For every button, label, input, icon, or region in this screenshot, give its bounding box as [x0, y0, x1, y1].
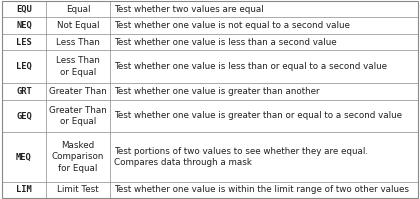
Text: NEQ: NEQ [16, 21, 32, 30]
Text: LIM: LIM [16, 185, 32, 194]
Text: Greater Than: Greater Than [49, 87, 107, 96]
Text: MEQ: MEQ [16, 152, 32, 161]
Text: Test whether one value is within the limit range of two other values: Test whether one value is within the lim… [113, 185, 409, 194]
Text: Test whether one value is less than or equal to a second value: Test whether one value is less than or e… [113, 62, 386, 71]
Text: Test whether one value is greater than or equal to a second value: Test whether one value is greater than o… [113, 111, 402, 120]
Text: Test whether two values are equal: Test whether two values are equal [113, 5, 263, 14]
Text: EQU: EQU [16, 5, 32, 14]
Text: LES: LES [16, 38, 32, 47]
Text: Test portions of two values to see whether they are equal.
Compares data through: Test portions of two values to see wheth… [113, 147, 368, 167]
Text: Limit Test: Limit Test [57, 185, 99, 194]
Text: Test whether one value is less than a second value: Test whether one value is less than a se… [113, 38, 336, 47]
Text: Less Than
or Equal: Less Than or Equal [56, 57, 100, 77]
Text: Masked
Comparison
for Equal: Masked Comparison for Equal [52, 141, 104, 173]
Text: GEQ: GEQ [16, 111, 32, 120]
Text: Test whether one value is greater than another: Test whether one value is greater than a… [113, 87, 319, 96]
Text: GRT: GRT [16, 87, 32, 96]
Text: Greater Than
or Equal: Greater Than or Equal [49, 106, 107, 126]
Text: Equal: Equal [66, 5, 90, 14]
Text: Not Equal: Not Equal [57, 21, 99, 30]
Text: LEQ: LEQ [16, 62, 32, 71]
Text: Test whether one value is not equal to a second value: Test whether one value is not equal to a… [113, 21, 349, 30]
Text: Less Than: Less Than [56, 38, 100, 47]
